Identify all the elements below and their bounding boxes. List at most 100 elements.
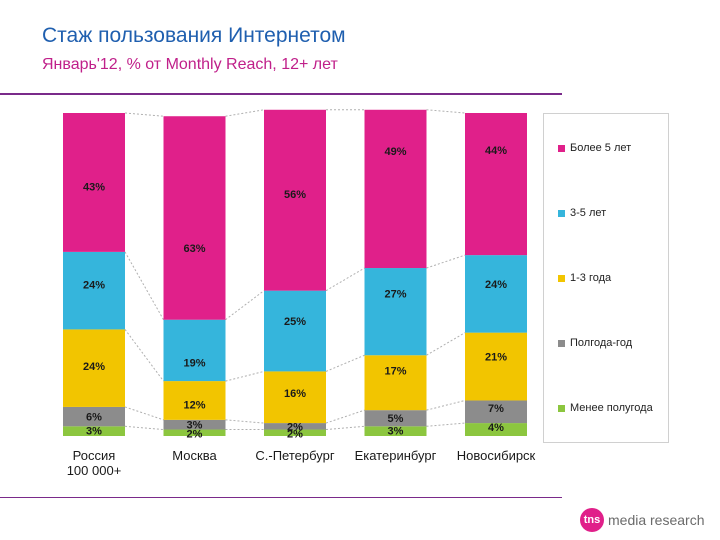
connector-line [325, 354, 365, 372]
bar-segment [264, 109, 326, 291]
data-label: 19% [183, 357, 205, 369]
connector-line [426, 109, 466, 114]
chart-legend: Более 5 лет 3-5 лет 1-3 года Полгода-год Мен… [543, 113, 669, 443]
connector-line [124, 251, 164, 320]
legend-swatch [558, 404, 565, 412]
connector-line [426, 399, 466, 411]
page-title: Стаж пользования Интернетом [42, 24, 346, 47]
bar-segment [364, 355, 427, 411]
tns-logo-text: media research [608, 512, 705, 528]
data-label: 17% [384, 366, 406, 378]
bar-segment [63, 251, 125, 330]
legend-item: 1-3 года [558, 272, 611, 284]
legend-label: 3-5 лет [570, 207, 607, 219]
connector-line [325, 267, 365, 292]
bar-segment [364, 426, 427, 436]
data-label: 16% [284, 388, 306, 400]
bar-segment [264, 290, 326, 372]
data-label: 2% [287, 421, 303, 433]
data-label: 63% [183, 243, 205, 255]
connector-line [426, 254, 466, 269]
data-label: 3% [388, 425, 404, 437]
category-label-line: С.-Петербург [255, 448, 334, 463]
connector-line [124, 112, 164, 117]
bar-segment [364, 268, 427, 356]
connector-line [426, 422, 466, 427]
bar-segment [465, 113, 527, 256]
bar-segment [364, 109, 427, 269]
connector-line [225, 419, 265, 424]
connector-line [124, 406, 164, 421]
data-label: 6% [86, 412, 102, 424]
connector-line [124, 425, 164, 431]
category-label: Новосибирск [457, 448, 536, 463]
legend-item: Менее полугода [558, 402, 653, 414]
data-label: 2% [187, 429, 203, 441]
category-label: Москва [172, 448, 217, 463]
tns-logo-mark: tns [580, 508, 604, 532]
data-label: 43% [83, 181, 105, 193]
category-label-line: 100 000+ [67, 463, 122, 478]
data-label: 7% [488, 403, 504, 415]
connector-line [124, 329, 164, 382]
category-label-line: Екатеринбург [355, 448, 437, 463]
data-label: 3% [187, 420, 203, 432]
data-label: 24% [83, 361, 105, 373]
category-label: Россия 100 000+ [67, 448, 122, 478]
legend-label: Более 5 лет [570, 142, 632, 154]
bar-segment [163, 429, 226, 436]
connector-line [225, 109, 265, 117]
data-label: 24% [485, 279, 507, 291]
data-label: 44% [485, 145, 507, 157]
bar-segment [163, 419, 226, 430]
bottom-divider [0, 497, 562, 498]
data-label: 49% [384, 146, 406, 158]
top-divider [0, 93, 562, 95]
connector-line [225, 290, 265, 321]
bar-segment [264, 423, 326, 430]
data-label: 3% [86, 425, 102, 437]
data-label: 5% [388, 413, 404, 425]
data-label: 21% [485, 352, 507, 364]
connector-line [325, 409, 365, 424]
data-label: 27% [384, 289, 406, 301]
bar-segment [63, 406, 125, 427]
category-label-line: Новосибирск [457, 448, 536, 463]
data-label: 4% [488, 422, 504, 434]
bar-segment [163, 381, 226, 420]
bar-segment [63, 329, 125, 407]
bar-segment [264, 371, 326, 424]
connector-line [426, 332, 466, 356]
data-label: 56% [284, 189, 306, 201]
legend-swatch [558, 144, 565, 152]
bar-segment [465, 423, 527, 436]
bar-segment [264, 429, 326, 436]
data-label: 2% [287, 429, 303, 441]
bar-segment [465, 255, 527, 333]
data-label: 25% [284, 316, 306, 328]
category-label: Екатеринбург [355, 448, 437, 463]
bar-segment [163, 319, 226, 382]
page-subtitle: Январь'12, % от Monthly Reach, 12+ лет [42, 56, 338, 73]
bar-segment [465, 332, 527, 401]
data-label: 24% [83, 280, 105, 292]
legend-item: Полгода-год [558, 337, 632, 349]
legend-item: 3-5 лет [558, 207, 606, 219]
data-label: 12% [183, 399, 205, 411]
connector-line [325, 425, 365, 431]
legend-swatch [558, 339, 565, 347]
legend-label: Полгода-год [570, 337, 633, 349]
legend-swatch [558, 209, 565, 217]
tns-logo: tns media research [580, 508, 705, 532]
category-label-line: Москва [172, 448, 217, 463]
legend-label: 1-3 года [570, 272, 612, 284]
bar-segment [63, 426, 125, 436]
connector-line [225, 370, 265, 382]
bar-segment [163, 116, 226, 320]
legend-swatch [558, 274, 565, 282]
category-label: С.-Петербург [255, 448, 334, 463]
bar-segment [63, 113, 125, 252]
bar-segment [364, 410, 427, 427]
legend-label: Менее полугода [570, 402, 653, 414]
